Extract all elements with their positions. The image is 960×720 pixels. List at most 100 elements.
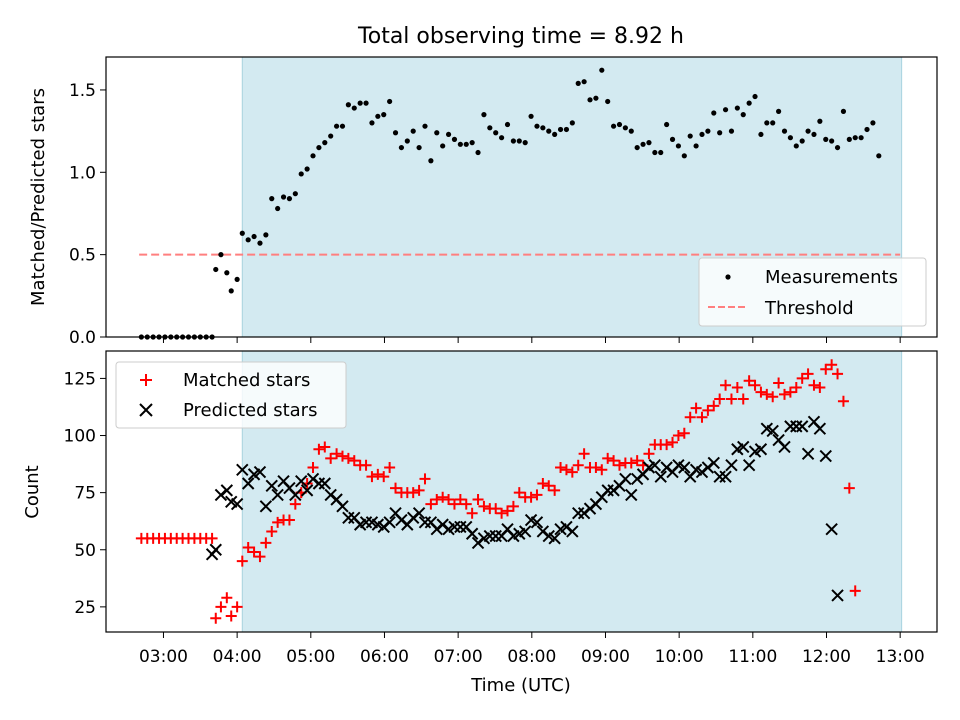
matched-star-point xyxy=(454,493,466,505)
matched-star-point xyxy=(832,368,844,380)
measurement-point xyxy=(463,141,469,147)
predicted-star-point xyxy=(465,527,479,540)
matched-star-point xyxy=(802,368,814,380)
legend-measurements-label: Measurements xyxy=(765,267,898,288)
count-legend: Matched stars Predicted stars xyxy=(115,361,347,429)
measurement-point xyxy=(481,112,487,118)
measurement-point xyxy=(510,138,516,144)
predicted-star-point xyxy=(530,516,544,529)
predicted-star-point xyxy=(418,516,432,529)
matched-star-point xyxy=(702,404,714,416)
predicted-star-point xyxy=(795,420,809,433)
matched-star-point xyxy=(331,448,343,460)
ratio-legend: Measurements Threshold xyxy=(698,257,927,327)
measurement-point xyxy=(504,121,511,128)
count-ytick-label: 25 xyxy=(74,598,96,618)
matched-star-point xyxy=(289,498,301,510)
measurement-point xyxy=(852,135,858,141)
measurement-point xyxy=(416,144,422,151)
count-observing-window xyxy=(242,351,902,632)
legend-matched-marker xyxy=(140,374,152,386)
matched-star-point xyxy=(360,459,372,471)
predicted-star-point xyxy=(336,500,349,513)
measurement-point xyxy=(758,131,764,138)
measurement-point xyxy=(304,166,310,172)
measurement-point xyxy=(593,95,599,101)
measurement-point xyxy=(528,113,534,119)
xtick-label: 11:00 xyxy=(728,647,777,667)
measurement-point xyxy=(858,135,864,141)
measurement-point xyxy=(516,138,522,144)
matched-star-point xyxy=(696,411,708,423)
matched-star-point xyxy=(502,505,514,517)
measurement-point xyxy=(628,128,634,134)
matched-star-point xyxy=(378,471,390,483)
legend-threshold-label: Threshold xyxy=(764,298,854,319)
measurement-point xyxy=(328,133,334,139)
measurement-point xyxy=(333,123,340,129)
matched-star-point xyxy=(448,498,460,510)
measurement-point xyxy=(487,125,493,131)
matched-star-point xyxy=(478,500,490,512)
measurement-point xyxy=(823,136,829,142)
predicted-star-point xyxy=(737,440,750,454)
predicted-star-point xyxy=(253,465,267,479)
measurement-point xyxy=(316,144,322,151)
measurement-point xyxy=(213,266,219,273)
predicted-star-point xyxy=(572,506,585,520)
measurement-point xyxy=(263,232,269,238)
measurement-point xyxy=(693,143,699,149)
matched-star-point xyxy=(407,487,419,499)
count-legend-box xyxy=(115,361,347,429)
measurement-point xyxy=(652,149,658,156)
predicted-star-point xyxy=(707,456,720,470)
matched-star-point xyxy=(590,462,602,474)
measurement-point xyxy=(746,100,752,106)
count-ytick-label: 100 xyxy=(64,427,96,447)
measurement-point xyxy=(434,130,440,136)
measurement-point xyxy=(339,123,346,129)
measurement-point xyxy=(552,131,558,138)
matched-star-point xyxy=(761,388,773,400)
matched-star-point xyxy=(572,459,584,471)
matched-star-point xyxy=(437,491,449,503)
measurement-point xyxy=(616,121,623,128)
measurement-point xyxy=(829,138,835,144)
measurement-point xyxy=(722,107,729,113)
matched-star-point xyxy=(608,455,620,467)
predicted-star-point xyxy=(259,500,273,513)
matched-star-point xyxy=(690,402,702,414)
matched-star-point xyxy=(272,516,284,528)
measurement-point xyxy=(817,118,823,124)
measurement-point xyxy=(864,126,870,133)
predicted-star-point xyxy=(742,459,756,472)
count-ytick-label: 125 xyxy=(64,369,96,389)
count-ytick-label: 75 xyxy=(74,484,96,504)
measurement-point xyxy=(422,123,428,129)
measurement-point xyxy=(398,144,405,151)
predicted-star-point xyxy=(518,525,532,538)
matched-star-point xyxy=(578,448,590,460)
measurement-point xyxy=(664,121,670,128)
matched-star-point xyxy=(513,487,525,499)
measurement-point xyxy=(569,120,575,126)
measurement-point xyxy=(269,196,275,202)
measurement-point xyxy=(451,136,458,142)
matched-star-point xyxy=(708,400,720,412)
matched-star-point xyxy=(319,441,331,453)
measurement-point xyxy=(239,230,245,236)
matched-star-point xyxy=(566,466,578,478)
measurement-point xyxy=(711,110,717,116)
matched-star-point xyxy=(210,612,222,624)
measurement-point xyxy=(634,144,640,151)
predicted-star-point xyxy=(289,488,302,502)
predicted-star-point xyxy=(489,529,502,543)
predicted-star-point xyxy=(778,440,791,454)
predicted-star-point xyxy=(831,589,844,602)
matched-star-point xyxy=(631,455,643,467)
predicted-star-point xyxy=(209,543,222,556)
measurement-point xyxy=(357,100,363,106)
predicted-star-point xyxy=(790,420,803,433)
measurement-point xyxy=(445,131,452,138)
predicted-star-point xyxy=(625,488,638,502)
